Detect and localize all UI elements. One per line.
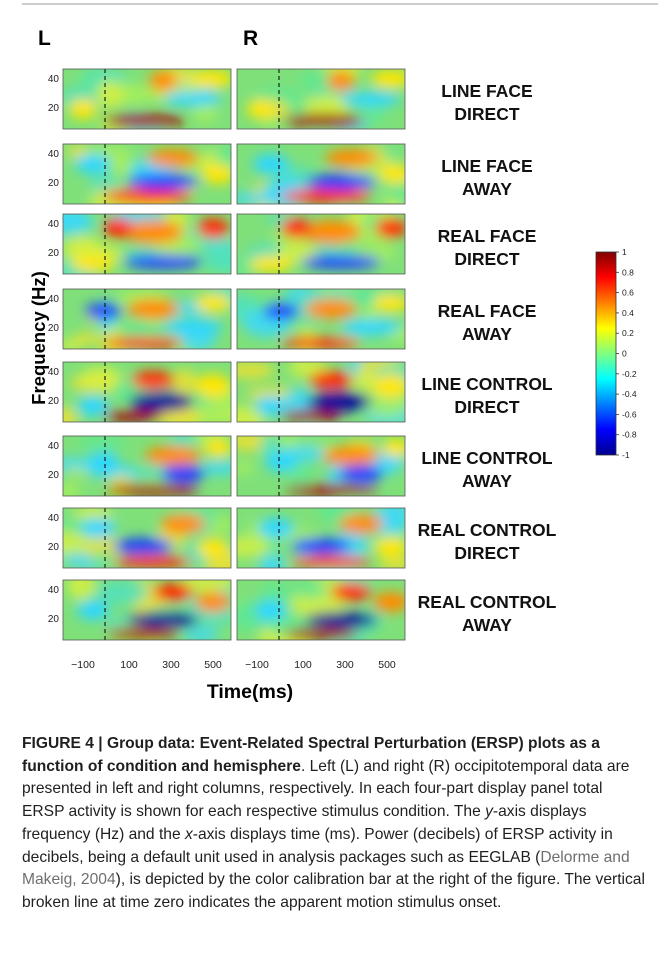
y-tick-label: 20 [48, 614, 60, 625]
condition-label: LINE FACE [441, 81, 532, 101]
colorbar: 1 0.8 0.6 0.4 0.2 0 -0.2 -0.4 -0.6 -0.8 -1 [595, 247, 637, 460]
condition-label: REAL CONTROL [418, 592, 557, 612]
ersp-panel-left [62, 579, 232, 641]
y-tick-label: 40 [48, 585, 60, 596]
condition-label: REAL CONTROL [418, 520, 557, 540]
y-tick-label: 20 [48, 542, 60, 553]
condition-label: REAL FACE [438, 226, 537, 246]
colorbar-tick-labels: 1 0.8 0.6 0.4 0.2 0 -0.2 -0.4 -0.6 -0.8 -1 [616, 247, 637, 460]
x-tick-labels: −100 100 300 500 −100 100 300 500 [71, 659, 396, 671]
y-tick-label: 40 [48, 294, 60, 305]
x-tick-label: 500 [204, 659, 222, 671]
y-tick-label: 40 [48, 513, 60, 524]
x-tick-label: 100 [120, 659, 138, 671]
y-tick-label: 20 [48, 396, 60, 407]
condition-label: AWAY [462, 471, 512, 491]
caption-citation-link[interactable]: Delorme and Makeig, 2004 [22, 848, 630, 889]
caption-title: FIGURE 4 | Group data: Event-Related Spe… [22, 735, 600, 775]
condition-label: DIRECT [454, 397, 519, 417]
y-axis-label: Frequency (Hz) [28, 271, 49, 405]
condition-label: DIRECT [454, 543, 519, 563]
hemisphere-label-right: R [243, 27, 258, 50]
caption-text-2: -axis displays frequency (Hz) and the [22, 803, 587, 843]
y-tick-label: 40 [48, 74, 60, 85]
y-tick-label: 20 [48, 248, 60, 259]
caption-y-italic: y [485, 803, 493, 821]
ersp-panel-right [236, 143, 406, 205]
ersp-panel-left [62, 361, 232, 423]
hemisphere-label-left: L [38, 27, 51, 50]
colorbar-tick-label: 0.4 [622, 308, 634, 318]
y-tick-label: 20 [48, 323, 60, 334]
ersp-panel-left [62, 435, 232, 497]
condition-label: LINE CONTROL [421, 448, 553, 468]
ersp-panel-right [236, 361, 406, 423]
condition-label: REAL FACE [438, 301, 537, 321]
colorbar-tick-label: 0.2 [622, 328, 634, 338]
ersp-panel-right [236, 68, 406, 130]
x-tick-label: 300 [336, 659, 354, 671]
condition-label: AWAY [462, 615, 512, 635]
ersp-panel-right [236, 507, 406, 569]
ersp-panel-left [62, 288, 232, 350]
ersp-panel-left [62, 143, 232, 205]
colorbar-tick-label: -0.6 [622, 409, 637, 419]
condition-label: LINE FACE [441, 156, 532, 176]
y-tick-label: 20 [48, 470, 60, 481]
y-tick-label: 20 [48, 103, 60, 114]
y-tick-label: 40 [48, 441, 60, 452]
x-tick-label: 500 [378, 659, 396, 671]
colorbar-tick-label: -0.8 [622, 430, 637, 440]
ersp-panel-right [236, 579, 406, 641]
x-tick-label: 300 [162, 659, 180, 671]
colorbar-tick-label: 0.8 [622, 267, 634, 277]
x-tick-label: −100 [71, 659, 95, 671]
caption-x-italic: x [184, 825, 193, 843]
ersp-panel-right [236, 288, 406, 350]
y-tick-label: 20 [48, 178, 60, 189]
ersp-panel-left [62, 213, 232, 275]
ersp-panel-right [236, 435, 406, 497]
ersp-panel-left [62, 507, 232, 569]
x-tick-label: −100 [245, 659, 269, 671]
y-tick-label: 40 [48, 367, 60, 378]
caption-text-4: ), is depicted by the color calibration … [22, 871, 645, 911]
condition-label: AWAY [462, 324, 512, 344]
condition-label: DIRECT [454, 104, 519, 124]
x-axis-label: Time(ms) [207, 681, 293, 703]
ersp-panel-right [236, 213, 406, 275]
ersp-panel-left [62, 68, 232, 130]
y-tick-label: 40 [48, 219, 60, 230]
figure-caption: FIGURE 4 | Group data: Event-Related Spe… [22, 733, 646, 915]
colorbar-tick-label: 0.6 [622, 288, 634, 298]
colorbar-gradient [595, 251, 617, 456]
colorbar-tick-label: 0 [622, 349, 627, 359]
colorbar-tick-label: -1 [622, 450, 630, 460]
x-tick-label: 100 [294, 659, 312, 671]
condition-label: LINE CONTROL [421, 374, 553, 394]
ersp-panel-grid: 40 20 LINE FACE DIRECT 40 20 LINE FACE AWAY 40 20… [48, 68, 557, 641]
colorbar-tick-label: -0.2 [622, 369, 637, 379]
colorbar-tick-label: -0.4 [622, 389, 637, 399]
caption-text-1: . Left (L) and right (R) occipitotempora… [22, 757, 630, 821]
caption-text-3: -axis displays time (ms). Power (decibel… [22, 825, 613, 866]
condition-label: DIRECT [454, 249, 519, 269]
colorbar-tick-label: 1 [622, 247, 627, 257]
y-tick-label: 40 [48, 149, 60, 160]
condition-label: AWAY [462, 179, 512, 199]
